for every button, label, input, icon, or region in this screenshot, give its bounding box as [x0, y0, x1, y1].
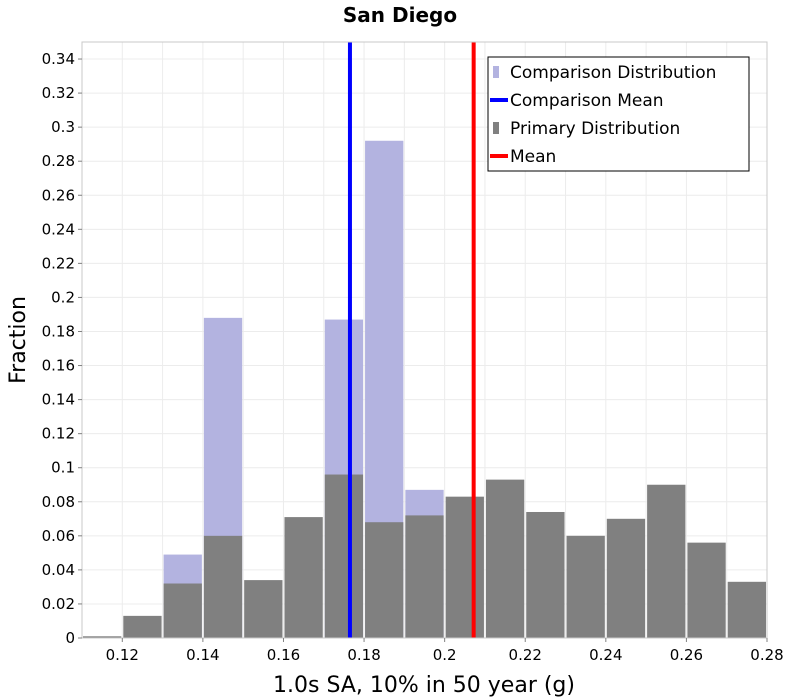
- y-tick-label: 0.18: [42, 322, 75, 340]
- primary-bar: [566, 535, 605, 638]
- x-tick-label: 0.14: [186, 646, 219, 664]
- y-tick-label: 0.22: [42, 254, 75, 272]
- primary-bar: [324, 474, 364, 638]
- y-tick-label: 0.24: [42, 220, 75, 238]
- y-tick-label: 0.32: [42, 84, 75, 102]
- mean-lines: [347, 42, 476, 638]
- primary-bar: [83, 636, 122, 638]
- primary-bar: [244, 580, 283, 638]
- x-tick-label: 0.26: [670, 646, 703, 664]
- legend-box: [487, 56, 750, 172]
- y-tick-label: 0.12: [42, 425, 75, 443]
- primary-bar: [284, 517, 323, 638]
- y-tick-label: 0.34: [42, 50, 75, 68]
- y-tick-label: 0.14: [42, 391, 75, 409]
- primary-bar: [647, 484, 686, 638]
- y-tick-label: 0.04: [42, 561, 75, 579]
- y-axis-label: Fraction: [6, 296, 31, 384]
- x-tick-label: 0.16: [267, 646, 300, 664]
- primary-bar: [526, 511, 565, 638]
- primary-bar: [405, 515, 444, 638]
- primary-bar: [365, 522, 404, 638]
- x-tick-label: 0.2: [433, 646, 457, 664]
- legend-label: Comparison Mean: [510, 91, 664, 111]
- primary-bar: [687, 542, 726, 638]
- x-tick-label: 0.28: [750, 646, 783, 664]
- y-tick-label: 0.06: [42, 527, 75, 545]
- legend-label: Mean: [510, 147, 556, 167]
- legend: Comparison Distribution Comparison Mean Pr…: [487, 56, 750, 172]
- y-tick-label: 0.02: [42, 595, 75, 613]
- y-tick-label: 0.1: [51, 459, 75, 477]
- primary-bars: [83, 474, 766, 638]
- x-tick-label: 0.12: [106, 646, 139, 664]
- legend-label: Comparison Distribution: [510, 63, 716, 83]
- x-tick-label: 0.22: [509, 646, 542, 664]
- chart-title: San Diego: [343, 3, 457, 27]
- y-tick-label: 0.26: [42, 186, 75, 204]
- x-tick-label: 0.24: [589, 646, 622, 664]
- y-tick-label: 0.08: [42, 493, 75, 511]
- primary-bar: [445, 496, 484, 638]
- legend-swatch: [493, 66, 499, 78]
- x-axis-ticks: 0.12 0.14 0.16 0.18 0.2 0.22 0.24 0.26 0.28: [106, 638, 784, 664]
- y-tick-label: 0.28: [42, 152, 75, 170]
- y-tick-label: 0.2: [51, 288, 75, 306]
- primary-bar: [123, 615, 162, 638]
- legend-label: Primary Distribution: [510, 119, 680, 139]
- primary-bar: [485, 479, 525, 638]
- y-tick-label: 0: [65, 629, 75, 647]
- x-tick-label: 0.18: [347, 646, 380, 664]
- primary-bar: [727, 581, 766, 638]
- y-axis-ticks: 0 0.02 0.04 0.06 0.08 0.1 0.12 0.14 0.16 0.18 0.2 0…: [42, 50, 82, 647]
- x-axis-label: 1.0s SA, 10% in 50 year (g): [273, 673, 575, 698]
- y-tick-label: 0.3: [51, 118, 75, 136]
- primary-bar: [203, 535, 243, 638]
- plot-border: [81, 41, 768, 639]
- primary-bar: [163, 583, 202, 638]
- legend-swatch: [493, 122, 499, 134]
- y-tick-label: 0.16: [42, 357, 75, 375]
- primary-bar: [606, 518, 646, 638]
